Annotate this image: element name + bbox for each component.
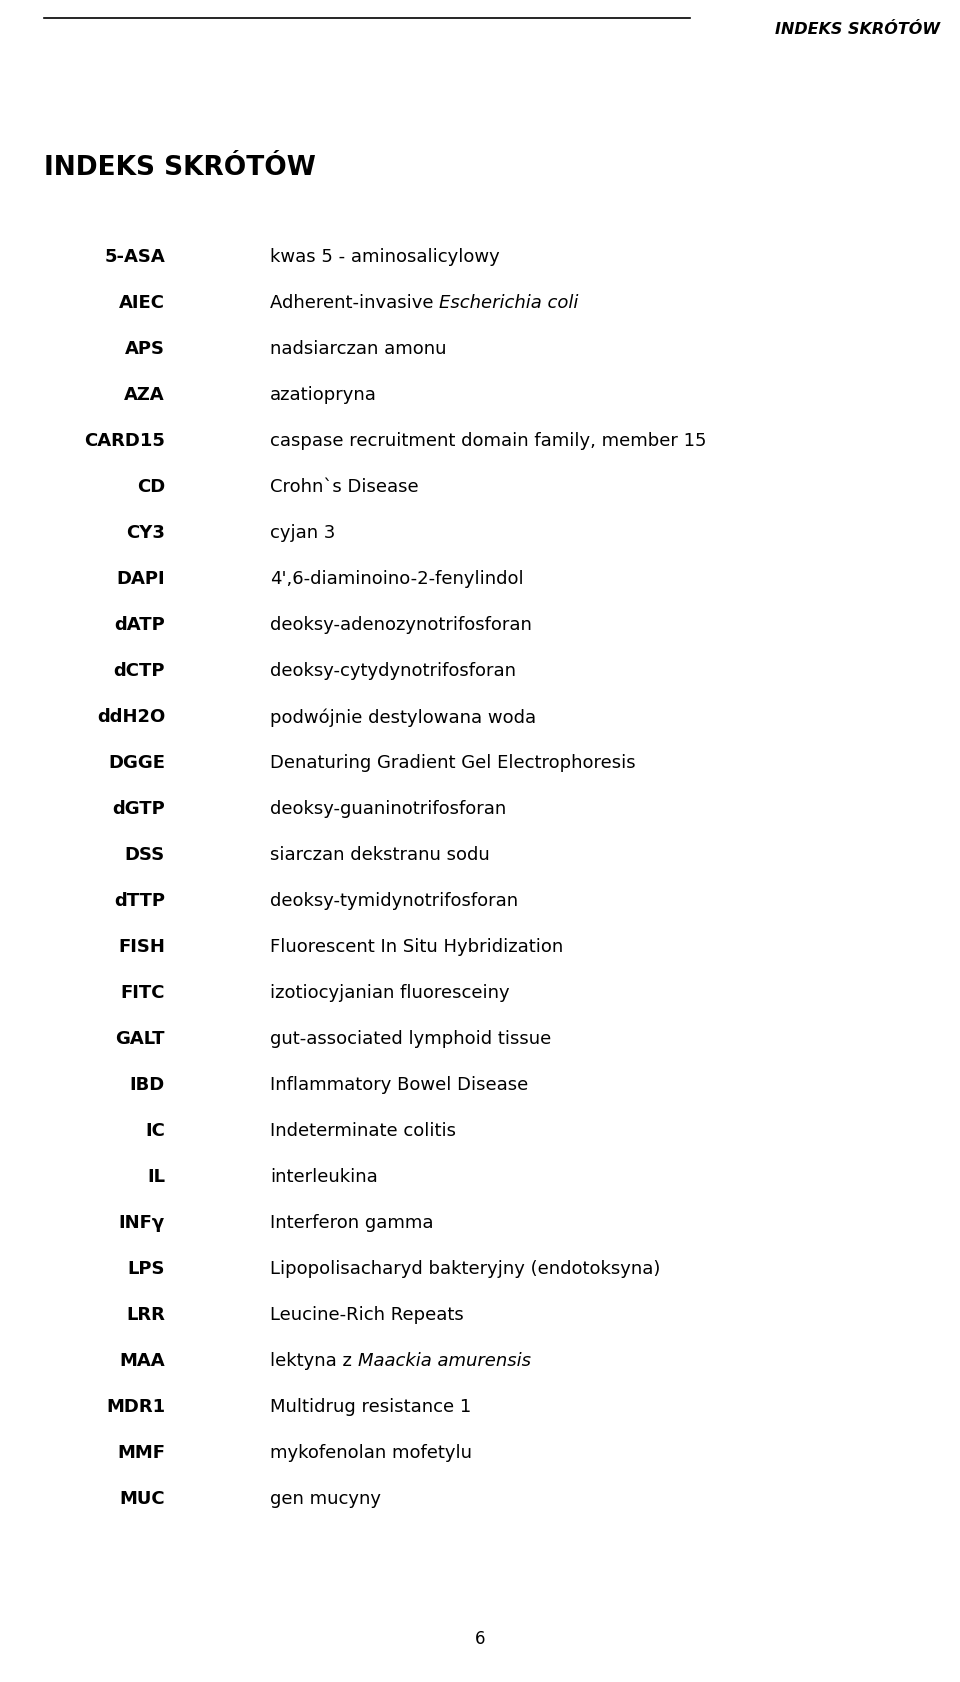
Text: Adherent-invasive: Adherent-invasive [270, 294, 440, 311]
Text: INDEKS SKRÓTÓW: INDEKS SKRÓTÓW [775, 22, 940, 37]
Text: Leucine-Rich Repeats: Leucine-Rich Repeats [270, 1305, 464, 1324]
Text: deoksy-adenozynotrifosforan: deoksy-adenozynotrifosforan [270, 616, 532, 634]
Text: AIEC: AIEC [119, 294, 165, 311]
Text: cyjan 3: cyjan 3 [270, 525, 335, 542]
Text: LRR: LRR [126, 1305, 165, 1324]
Text: izotiocyjanian fluoresceiny: izotiocyjanian fluoresceiny [270, 984, 510, 1002]
Text: deoksy-tymidynotrifosforan: deoksy-tymidynotrifosforan [270, 891, 518, 910]
Text: APS: APS [125, 340, 165, 358]
Text: 4',6-diaminoino-2-fenylindol: 4',6-diaminoino-2-fenylindol [270, 570, 523, 589]
Text: INDEKS SKRÓTÓW: INDEKS SKRÓTÓW [44, 155, 316, 182]
Text: deoksy-guaninotrifosforan: deoksy-guaninotrifosforan [270, 801, 506, 817]
Text: interleukina: interleukina [270, 1167, 377, 1186]
Text: Denaturing Gradient Gel Electrophoresis: Denaturing Gradient Gel Electrophoresis [270, 754, 636, 772]
Text: FISH: FISH [118, 939, 165, 955]
Text: MAA: MAA [119, 1352, 165, 1371]
Text: 6: 6 [475, 1630, 485, 1648]
Text: azatiopryna: azatiopryna [270, 385, 377, 404]
Text: Fluorescent In Situ Hybridization: Fluorescent In Situ Hybridization [270, 939, 564, 955]
Text: gen mucyny: gen mucyny [270, 1490, 381, 1509]
Text: DAPI: DAPI [116, 570, 165, 589]
Text: GALT: GALT [115, 1029, 165, 1048]
Text: IBD: IBD [130, 1076, 165, 1093]
Text: lektyna z: lektyna z [270, 1352, 358, 1371]
Text: MDR1: MDR1 [106, 1398, 165, 1416]
Text: IC: IC [145, 1122, 165, 1140]
Text: caspase recruitment domain family, member 15: caspase recruitment domain family, membe… [270, 432, 707, 451]
Text: Interferon gamma: Interferon gamma [270, 1214, 434, 1231]
Text: Lipopolisacharyd bakteryjny (endotoksyna): Lipopolisacharyd bakteryjny (endotoksyna… [270, 1260, 660, 1278]
Text: MMF: MMF [117, 1445, 165, 1462]
Text: nadsiarczan amonu: nadsiarczan amonu [270, 340, 446, 358]
Text: dGTP: dGTP [112, 801, 165, 817]
Text: CY3: CY3 [126, 525, 165, 542]
Text: Inflammatory Bowel Disease: Inflammatory Bowel Disease [270, 1076, 528, 1093]
Text: mykofenolan mofetylu: mykofenolan mofetylu [270, 1445, 472, 1462]
Text: CD: CD [136, 478, 165, 496]
Text: Multidrug resistance 1: Multidrug resistance 1 [270, 1398, 471, 1416]
Text: dATP: dATP [114, 616, 165, 634]
Text: LPS: LPS [128, 1260, 165, 1278]
Text: INFγ: INFγ [119, 1214, 165, 1231]
Text: siarczan dekstranu sodu: siarczan dekstranu sodu [270, 846, 490, 865]
Text: IL: IL [147, 1167, 165, 1186]
Text: dCTP: dCTP [113, 663, 165, 680]
Text: Crohn`s Disease: Crohn`s Disease [270, 478, 419, 496]
Text: gut-associated lymphoid tissue: gut-associated lymphoid tissue [270, 1029, 551, 1048]
Text: DSS: DSS [125, 846, 165, 865]
Text: podwójnie destylowana woda: podwójnie destylowana woda [270, 708, 536, 727]
Text: FITC: FITC [121, 984, 165, 1002]
Text: Indeterminate colitis: Indeterminate colitis [270, 1122, 456, 1140]
Text: Maackia amurensis: Maackia amurensis [358, 1352, 531, 1371]
Text: DGGE: DGGE [108, 754, 165, 772]
Text: Escherichia coli: Escherichia coli [440, 294, 579, 311]
Text: kwas 5 - aminosalicylowy: kwas 5 - aminosalicylowy [270, 247, 500, 266]
Text: ddH2O: ddH2O [97, 708, 165, 727]
Text: AZA: AZA [125, 385, 165, 404]
Text: CARD15: CARD15 [84, 432, 165, 451]
Text: MUC: MUC [119, 1490, 165, 1509]
Text: 5-ASA: 5-ASA [105, 247, 165, 266]
Text: dTTP: dTTP [114, 891, 165, 910]
Text: deoksy-cytydynotrifosforan: deoksy-cytydynotrifosforan [270, 663, 516, 680]
